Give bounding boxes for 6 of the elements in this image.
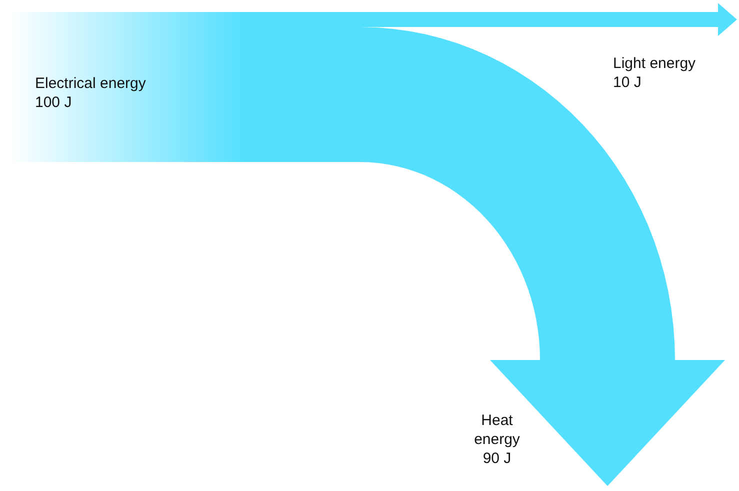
data-label: 90 J <box>482 450 512 467</box>
category-label: Heat energy <box>474 412 520 448</box>
category-label: Electrical energy <box>35 75 146 92</box>
data-label: 100 J <box>35 94 72 111</box>
data-label: 10 J <box>613 74 642 91</box>
category-label: Light energy <box>613 55 696 72</box>
